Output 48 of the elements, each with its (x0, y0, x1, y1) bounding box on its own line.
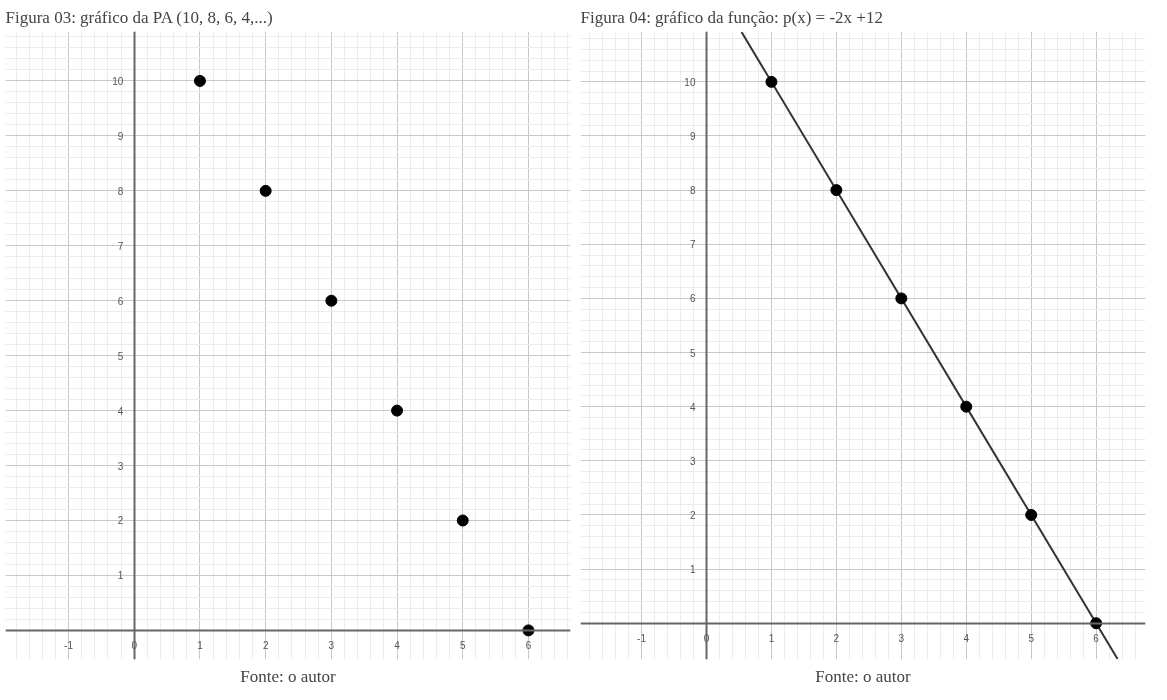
y-tick-label: 1 (689, 564, 696, 576)
y-tick-label: 4 (689, 401, 696, 413)
x-tick-label: 6 (525, 640, 532, 652)
y-tick-label: 6 (117, 295, 124, 307)
y-tick-label: 2 (689, 509, 696, 521)
x-tick-label: 2 (833, 633, 840, 645)
x-tick-label: -1 (64, 640, 74, 652)
point (325, 294, 338, 307)
y-tick-label: 5 (689, 347, 696, 359)
x-tick-label: 5 (1028, 633, 1035, 645)
point (456, 514, 469, 527)
y-tick-label: 5 (117, 350, 124, 362)
y-tick-label: 1 (117, 570, 124, 582)
point (960, 400, 973, 413)
source-note: Fonte: o autor (815, 666, 912, 686)
point (259, 184, 272, 197)
y-tick-label: 8 (689, 185, 696, 197)
chart-title: Figura 03: gráfico da PA (10, 8, 6, 4,...) (5, 7, 273, 27)
y-tick-label: 9 (689, 130, 696, 142)
y-tick-label: 4 (117, 405, 124, 417)
y-tick-label: 7 (117, 240, 124, 252)
x-tick-label: 3 (328, 640, 335, 652)
chart-title: Figura 04: gráfico da função: p(x) = -2x +12 (580, 7, 883, 27)
y-tick-label: 7 (689, 239, 696, 251)
x-tick-label: 3 (898, 633, 905, 645)
y-tick-label: 6 (689, 293, 696, 305)
point (895, 292, 908, 305)
x-tick-label: 6 (1093, 633, 1100, 645)
y-tick-label: 10 (684, 76, 696, 88)
x-tick-label: 2 (262, 640, 269, 652)
x-tick-label: 1 (197, 640, 204, 652)
point (1025, 508, 1038, 521)
y-tick-label: 3 (117, 460, 124, 472)
y-tick-label: 9 (117, 130, 124, 142)
x-tick-label: 5 (459, 640, 466, 652)
y-tick-label: 3 (689, 455, 696, 467)
point (391, 404, 404, 417)
point (765, 75, 778, 88)
point (830, 184, 843, 197)
y-tick-label: 2 (117, 515, 124, 527)
y-tick-label: 8 (117, 185, 124, 197)
x-tick-label: 4 (394, 640, 401, 652)
y-tick-label: 10 (112, 75, 124, 87)
x-tick-label: -1 (637, 633, 647, 645)
x-tick-label: 1 (768, 633, 775, 645)
x-tick-label: 4 (963, 633, 970, 645)
source-note: Fonte: o autor (240, 666, 337, 686)
point (193, 74, 206, 87)
